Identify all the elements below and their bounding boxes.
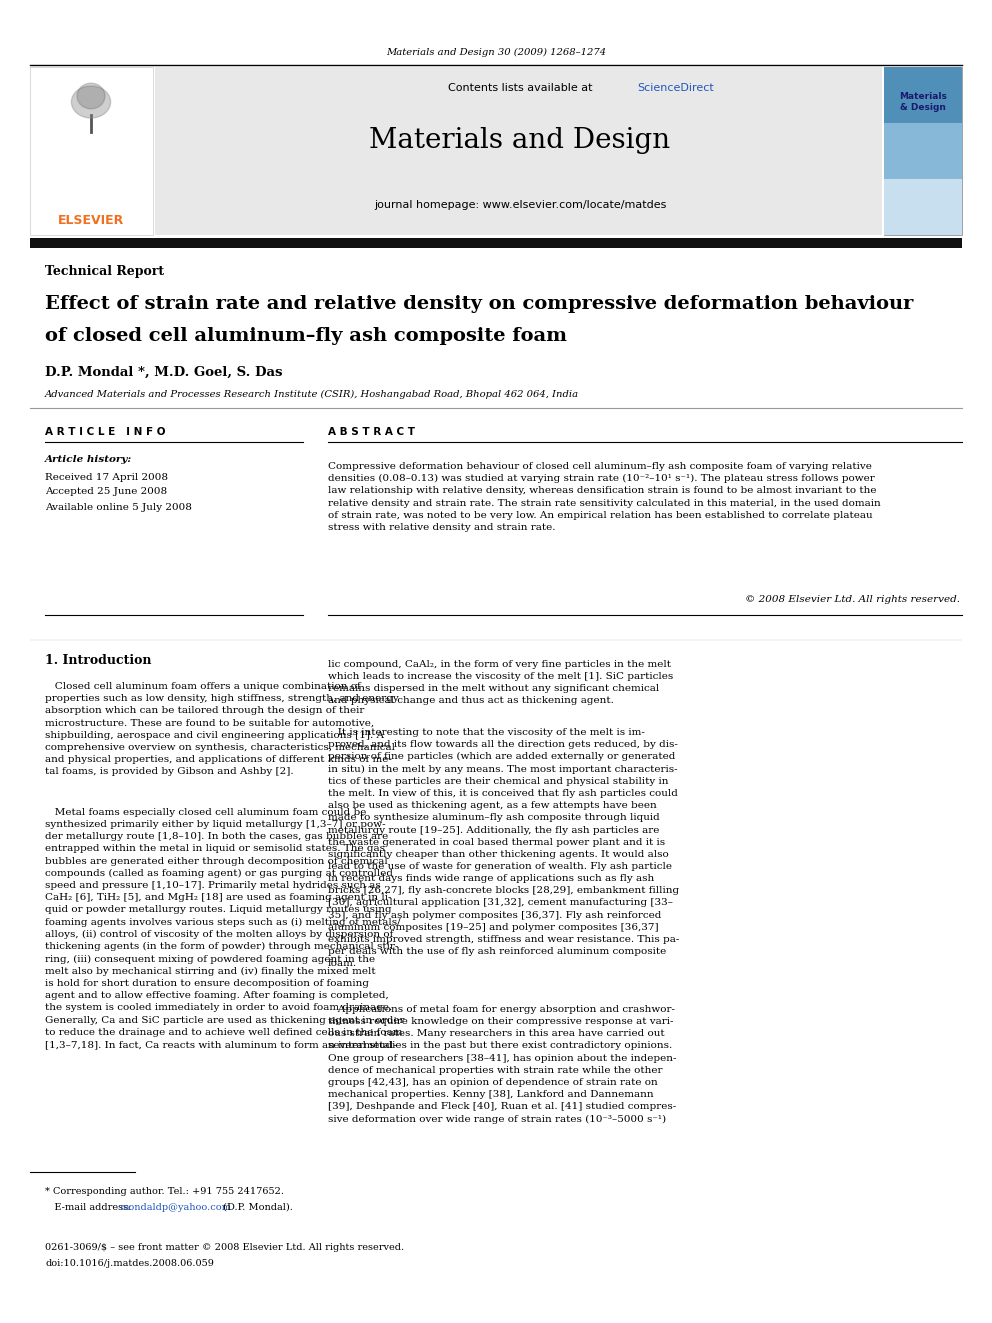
- Text: Applications of metal foam for energy absorption and crashwor-
thiness require k: Applications of metal foam for energy ab…: [328, 1005, 677, 1123]
- Text: * Corresponding author. Tel.: +91 755 2417652.: * Corresponding author. Tel.: +91 755 24…: [45, 1188, 284, 1196]
- Text: Materials
& Design: Materials & Design: [899, 93, 947, 112]
- Bar: [884, 123, 962, 179]
- Polygon shape: [77, 83, 105, 108]
- Text: (D.P. Mondal).: (D.P. Mondal).: [220, 1203, 293, 1212]
- Text: Technical Report: Technical Report: [45, 266, 164, 279]
- Text: Contents lists available at: Contents lists available at: [448, 83, 596, 93]
- Text: Accepted 25 June 2008: Accepted 25 June 2008: [45, 487, 167, 496]
- Text: Received 17 April 2008: Received 17 April 2008: [45, 472, 168, 482]
- Text: Metal foams especially closed cell aluminum foam could be
synthesized primarily : Metal foams especially closed cell alumi…: [45, 808, 405, 1049]
- Polygon shape: [71, 86, 110, 118]
- Text: Advanced Materials and Processes Research Institute (CSIR), Hoshangabad Road, Bh: Advanced Materials and Processes Researc…: [45, 389, 579, 398]
- Text: D.P. Mondal *, M.D. Goel, S. Das: D.P. Mondal *, M.D. Goel, S. Das: [45, 365, 283, 378]
- Text: ELSEVIER: ELSEVIER: [58, 213, 124, 226]
- Text: © 2008 Elsevier Ltd. All rights reserved.: © 2008 Elsevier Ltd. All rights reserved…: [745, 595, 960, 605]
- Text: of closed cell aluminum–fly ash composite foam: of closed cell aluminum–fly ash composit…: [45, 327, 567, 345]
- Bar: [30, 67, 153, 235]
- Text: Materials and Design: Materials and Design: [369, 127, 671, 153]
- Text: Closed cell aluminum foam offers a unique combination of
properties such as low : Closed cell aluminum foam offers a uniqu…: [45, 681, 399, 777]
- Text: 1. Introduction: 1. Introduction: [45, 654, 152, 667]
- Text: 0261-3069/$ – see front matter © 2008 Elsevier Ltd. All rights reserved.: 0261-3069/$ – see front matter © 2008 El…: [45, 1244, 404, 1253]
- Text: Available online 5 July 2008: Available online 5 July 2008: [45, 503, 191, 512]
- Bar: [30, 238, 962, 247]
- Text: doi:10.1016/j.matdes.2008.06.059: doi:10.1016/j.matdes.2008.06.059: [45, 1258, 214, 1267]
- Bar: [884, 179, 962, 235]
- Text: Compressive deformation behaviour of closed cell aluminum–fly ash composite foam: Compressive deformation behaviour of clo…: [328, 462, 881, 532]
- Bar: [884, 67, 962, 235]
- Text: E-mail address:: E-mail address:: [45, 1203, 135, 1212]
- Text: Materials and Design 30 (2009) 1268–1274: Materials and Design 30 (2009) 1268–1274: [386, 48, 606, 57]
- Text: mondaldp@yahoo.com: mondaldp@yahoo.com: [120, 1203, 232, 1212]
- Text: journal homepage: www.elsevier.com/locate/matdes: journal homepage: www.elsevier.com/locat…: [374, 200, 667, 210]
- Text: Effect of strain rate and relative density on compressive deformation behaviour: Effect of strain rate and relative densi…: [45, 295, 914, 314]
- Text: A R T I C L E   I N F O: A R T I C L E I N F O: [45, 427, 166, 437]
- Text: Article history:: Article history:: [45, 455, 132, 464]
- Text: ScienceDirect: ScienceDirect: [637, 83, 714, 93]
- Bar: [884, 67, 962, 123]
- Text: lic compound, CaAl₂, in the form of very fine particles in the melt
which leads : lic compound, CaAl₂, in the form of very…: [328, 660, 674, 705]
- Text: A B S T R A C T: A B S T R A C T: [328, 427, 415, 437]
- Text: It is interesting to note that the viscosity of the melt is im-
proved, and its : It is interesting to note that the visco…: [328, 728, 680, 968]
- Bar: [155, 67, 882, 235]
